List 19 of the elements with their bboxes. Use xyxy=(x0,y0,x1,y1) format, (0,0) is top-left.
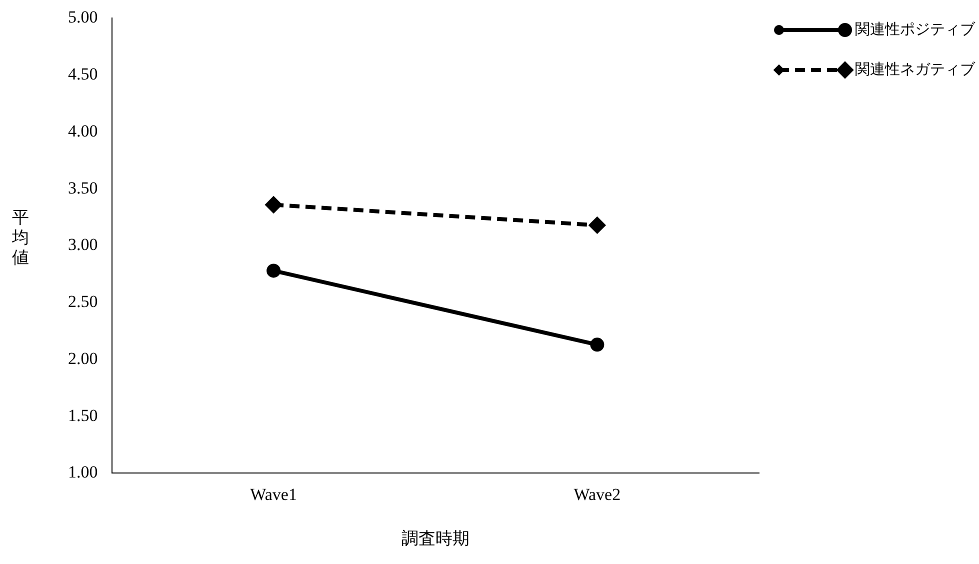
x-tick-label: Wave1 xyxy=(250,484,297,504)
y-tick-label: 3.00 xyxy=(68,235,98,254)
y-tick-label: 2.00 xyxy=(68,348,98,368)
y-tick-label: 4.00 xyxy=(68,121,98,140)
y-tick-label: 2.50 xyxy=(68,292,98,312)
y-tick-label: 5.00 xyxy=(68,8,98,27)
y-tick-label: 1.00 xyxy=(68,462,98,482)
point xyxy=(266,196,282,213)
legend-label: 関連性ネガティブ xyxy=(855,60,976,78)
x-tick-label: Wave2 xyxy=(574,484,621,504)
y-tick-label: 3.50 xyxy=(68,178,98,198)
point xyxy=(590,338,604,352)
legend-label: 関連性ポジティブ xyxy=(855,20,976,38)
x-axis-title: 調査時期 xyxy=(401,529,470,550)
y-tick-label: 1.50 xyxy=(68,406,98,425)
y-axis-title: 平均値 xyxy=(12,208,30,268)
y-tick-label: 4.50 xyxy=(68,64,98,84)
point xyxy=(589,217,606,234)
point xyxy=(266,264,281,278)
